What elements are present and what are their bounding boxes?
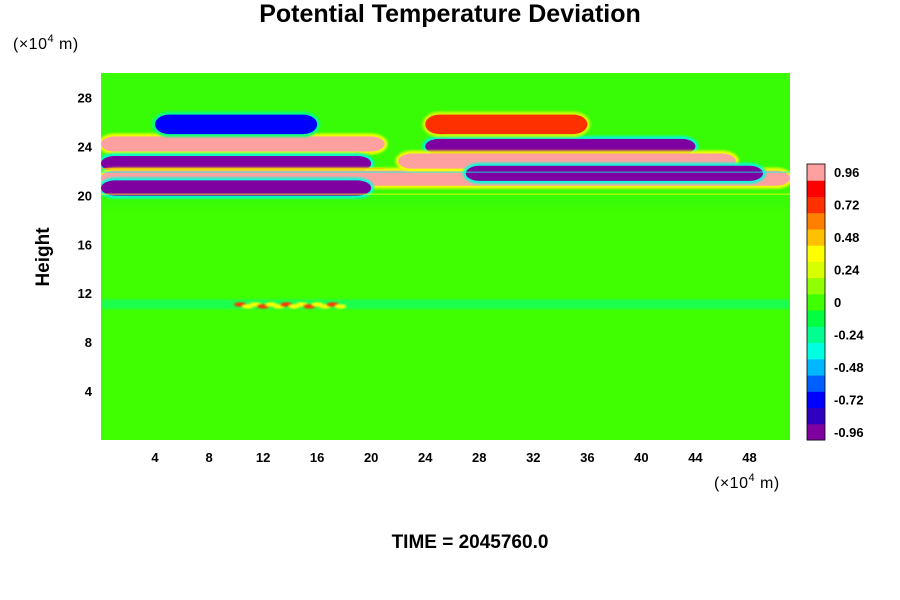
field-feature [425, 114, 588, 135]
heatmap-field [101, 73, 790, 440]
colorbar-swatch [807, 391, 825, 409]
x-tick-label: 12 [256, 450, 270, 465]
colorbar-swatch [807, 164, 825, 181]
x-tick-label: 8 [205, 450, 212, 465]
x-tick-label: 28 [472, 450, 486, 465]
y-tick-label: 24 [78, 139, 93, 154]
y-tick-label: 16 [78, 237, 92, 252]
colorbar-swatch [807, 180, 825, 197]
colorbar-swatch [807, 293, 825, 311]
x-axis-unit: (×104 m) [714, 472, 780, 492]
colorbar-swatch [807, 423, 825, 441]
colorbar: 0.96 0.72 0.48 0.24 0 -0.24 -0.48 -0.72 -0.96 [806, 163, 864, 441]
field-feature [425, 138, 696, 154]
colorbar-swatch [807, 310, 825, 327]
colorbar-swatch [807, 277, 825, 295]
colorbar-swatch [807, 212, 825, 230]
field-tropopause-band [101, 299, 790, 310]
field-feature [101, 136, 385, 152]
y-tick-label: 12 [78, 286, 92, 301]
field-feature [155, 114, 318, 135]
y-tick-label: 20 [78, 188, 92, 203]
y-tick-labels: 4 8 12 16 20 24 28 [78, 90, 93, 399]
colorbar-label: 0.24 [834, 263, 860, 278]
chart-title: Potential Temperature Deviation [259, 0, 641, 28]
colorbar-swatch [807, 342, 825, 360]
colorbar-label: 0 [834, 295, 841, 310]
x-tick-label: 48 [742, 450, 756, 465]
colorbar-label: -0.24 [834, 327, 864, 342]
time-label: TIME = 2045760.0 [391, 532, 549, 553]
colorbar-label: 0.48 [834, 230, 859, 245]
colorbar-swatch [807, 245, 825, 262]
colorbar-swatch [807, 326, 825, 344]
field-feature [101, 180, 372, 196]
x-tick-labels: 4 8 12 16 20 24 28 32 36 40 44 48 [151, 450, 756, 465]
y-tick-label: 4 [85, 384, 93, 399]
x-tick-label: 20 [364, 450, 378, 465]
x-tick-label: 32 [526, 450, 540, 465]
x-tick-label: 44 [688, 450, 703, 465]
colorbar-swatch [807, 196, 825, 214]
y-tick-label: 8 [85, 335, 92, 350]
x-tick-label: 4 [151, 450, 159, 465]
y-axis-unit: (×104 m) [13, 33, 79, 53]
x-tick-label: 36 [580, 450, 594, 465]
colorbar-frame [806, 163, 826, 441]
colorbar-swatch [807, 375, 825, 392]
x-tick-label: 16 [310, 450, 324, 465]
colorbar-swatch [807, 261, 825, 279]
colorbar-swatch [807, 407, 825, 425]
colorbar-swatch [807, 228, 825, 246]
colorbar-label: -0.48 [834, 360, 864, 375]
field-feature [334, 304, 347, 309]
field-feature [465, 165, 763, 181]
x-tick-label: 24 [418, 450, 433, 465]
y-tick-label: 28 [78, 90, 92, 105]
colorbar-label: 0.72 [834, 198, 859, 213]
colorbar-label: -0.96 [834, 425, 864, 440]
colorbar-swatch [807, 358, 825, 376]
colorbar-label: 0.96 [834, 165, 859, 180]
colorbar-label: -0.72 [834, 392, 864, 407]
field-feature [101, 155, 372, 172]
x-tick-label: 40 [634, 450, 648, 465]
